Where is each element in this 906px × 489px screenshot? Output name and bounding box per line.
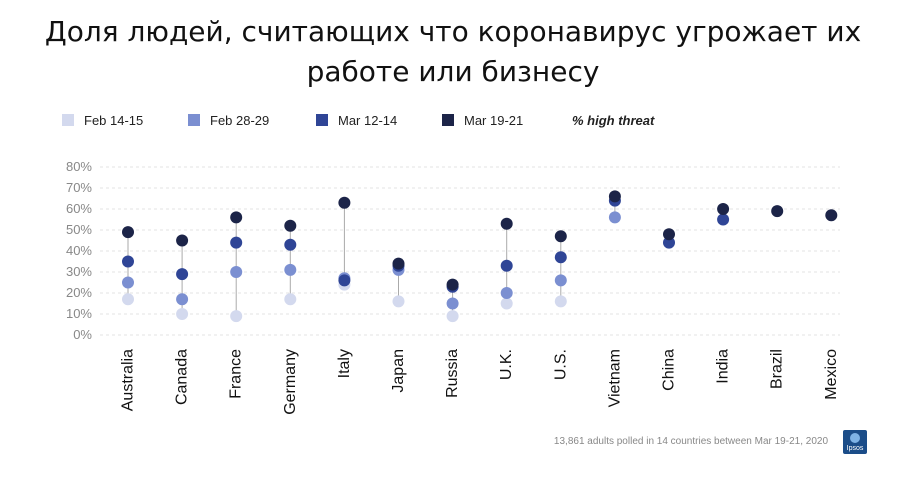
data-point xyxy=(230,266,243,278)
y-axis-ticks: 0% 10% 20% 30% 40% 50% 60% 70% 80% xyxy=(66,159,92,342)
data-point xyxy=(446,297,459,310)
x-tick-label: Canada xyxy=(174,349,191,405)
data-point xyxy=(176,234,189,247)
y-tick-label: 10% xyxy=(66,306,92,321)
chart-title: Доля людей, считающих что коронавирус уг… xyxy=(0,12,906,92)
data-point xyxy=(284,263,297,276)
data-point xyxy=(284,293,297,306)
data-point xyxy=(176,308,189,320)
x-tick-label: Vietnam xyxy=(606,349,623,407)
data-point xyxy=(230,211,243,224)
data-point xyxy=(446,310,459,323)
data-point xyxy=(717,213,730,226)
legend-note: % high threat xyxy=(572,112,655,128)
legend-item-mar-12-14: Mar 12-14 xyxy=(316,110,397,130)
legend-item-feb-14-15: Feb 14-15 xyxy=(62,110,143,130)
data-point xyxy=(663,228,675,241)
y-tick-label: 60% xyxy=(66,201,92,216)
x-tick-label: India xyxy=(715,349,732,384)
y-tick-label: 50% xyxy=(66,222,92,237)
legend-item-feb-28-29: Feb 28-29 xyxy=(188,110,269,130)
stem-lines xyxy=(127,196,724,317)
data-point xyxy=(446,278,459,291)
x-tick-label: Japan xyxy=(390,349,407,393)
data-point xyxy=(717,203,730,215)
x-tick-label: Mexico xyxy=(823,349,840,400)
legend-swatch xyxy=(188,114,200,126)
x-tick-label: Italy xyxy=(336,349,353,378)
data-point xyxy=(338,196,351,209)
legend-label: Mar 12-14 xyxy=(338,112,398,128)
x-tick-label: France xyxy=(228,349,245,399)
data-point xyxy=(554,251,567,264)
data-point xyxy=(176,268,189,281)
data-point xyxy=(338,274,351,287)
data-point xyxy=(554,274,567,287)
y-tick-label: 70% xyxy=(66,180,92,195)
chart-title-line-1: Доля людей, считающих что коронавирус уг… xyxy=(44,15,862,48)
data-point xyxy=(554,230,567,243)
y-tick-label: 20% xyxy=(66,285,92,300)
data-point xyxy=(500,287,513,299)
data-point xyxy=(500,259,513,272)
logo-mark-icon xyxy=(850,433,860,443)
grid-layer xyxy=(100,166,840,336)
y-tick-label: 0% xyxy=(73,327,92,342)
data-point xyxy=(122,293,134,306)
y-tick-label: 30% xyxy=(66,264,92,279)
data-point xyxy=(284,219,297,232)
data-point xyxy=(554,295,567,308)
data-point xyxy=(500,297,513,310)
data-point xyxy=(122,255,134,268)
logo-text: Ipsos xyxy=(846,445,864,452)
x-tick-label: Brazil xyxy=(769,349,786,389)
y-tick-label: 80% xyxy=(66,159,92,174)
chart-title-line-2: работе или бизнесу xyxy=(306,55,600,88)
data-points xyxy=(122,190,838,323)
legend-label: Feb 28-29 xyxy=(210,112,270,128)
ipsos-logo: Ipsos xyxy=(843,430,867,454)
data-point xyxy=(176,293,189,306)
legend-item-mar-19-21: Mar 19-21 xyxy=(442,110,523,130)
x-tick-label: China xyxy=(661,349,678,391)
data-point xyxy=(392,295,405,308)
x-tick-label: Russia xyxy=(444,349,461,398)
legend-swatch xyxy=(316,114,328,126)
footnote: 13,861 adults polled in 14 countries bet… xyxy=(553,436,828,447)
legend-label: Feb 14-15 xyxy=(84,112,144,128)
data-point xyxy=(284,238,297,251)
data-point xyxy=(771,205,784,218)
legend-label: Mar 19-21 xyxy=(464,112,524,128)
y-tick-label: 40% xyxy=(66,243,92,258)
x-axis-labels: Australia Canada France Germany Italy Japan Ru… xyxy=(120,349,840,415)
data-point xyxy=(500,217,513,230)
dot-plot-chart: 0% 10% 20% 30% 40% 50% 60% 70% 80% Australia Cana… xyxy=(66,159,840,415)
x-tick-label: U.S. xyxy=(552,349,569,380)
data-point xyxy=(122,226,134,239)
data-point xyxy=(663,236,675,249)
data-point xyxy=(392,257,405,270)
data-point xyxy=(122,276,134,289)
data-point xyxy=(608,190,621,203)
x-tick-label: Australia xyxy=(120,349,137,411)
x-tick-label: U.K. xyxy=(498,349,515,380)
data-point xyxy=(825,209,838,222)
legend-swatch xyxy=(442,114,454,126)
legend-swatch xyxy=(62,114,74,126)
x-tick-label: Germany xyxy=(282,349,299,415)
data-point xyxy=(230,236,243,249)
data-point xyxy=(608,211,621,224)
data-point xyxy=(230,310,243,323)
